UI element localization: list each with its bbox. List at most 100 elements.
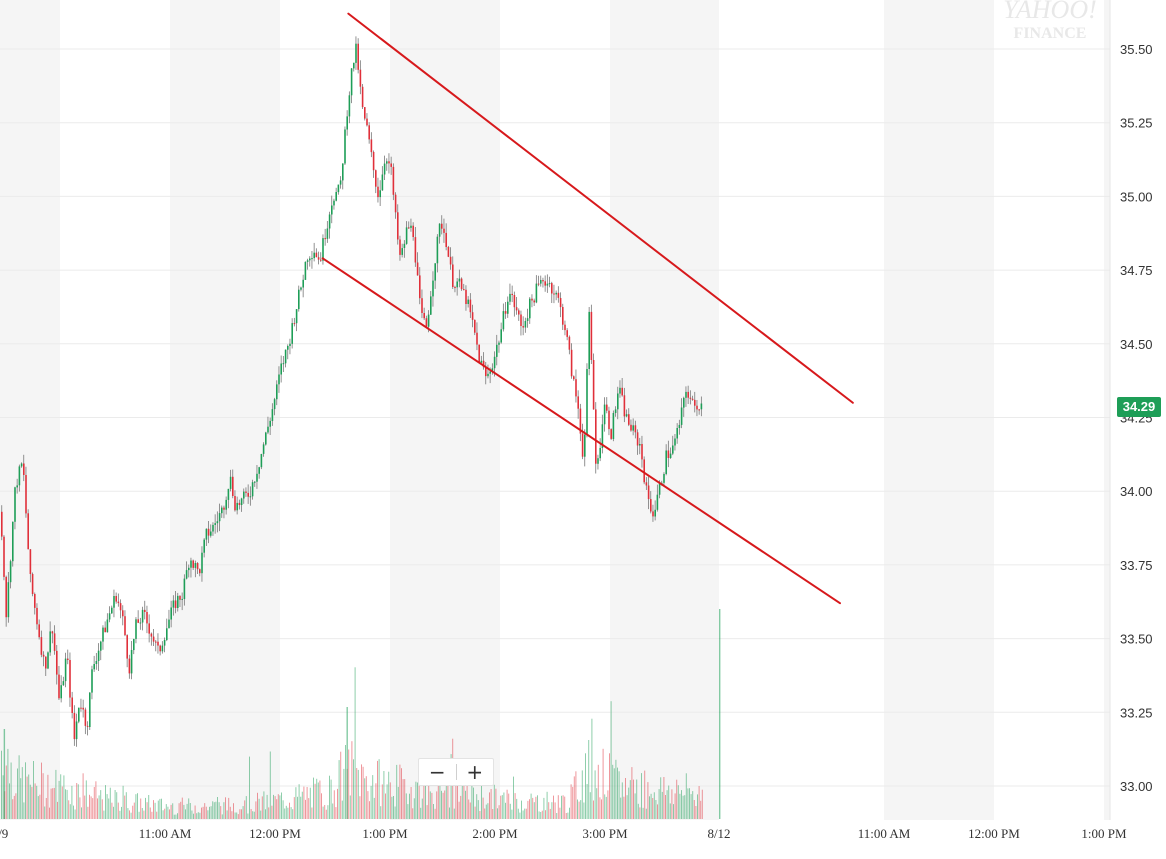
volume-bar bbox=[372, 775, 374, 819]
volume-bar bbox=[114, 790, 116, 819]
volume-bar bbox=[396, 764, 398, 819]
volume-bar bbox=[156, 811, 158, 819]
volume-bar bbox=[663, 777, 665, 819]
volume-bar bbox=[605, 796, 607, 819]
candle-body bbox=[489, 371, 491, 374]
volume-bar bbox=[669, 803, 671, 819]
volume-bar bbox=[109, 787, 111, 819]
candle-body bbox=[276, 384, 278, 400]
candle-body bbox=[324, 238, 326, 240]
volume-bar bbox=[57, 801, 58, 819]
x-tick-label: 11:00 AM bbox=[858, 826, 911, 841]
volume-bar bbox=[265, 809, 266, 819]
candle-body bbox=[419, 275, 421, 299]
candle-body bbox=[603, 404, 606, 425]
candle-body bbox=[493, 356, 496, 369]
volume-bar bbox=[506, 789, 508, 819]
candle-body bbox=[502, 311, 505, 330]
candle-body bbox=[577, 396, 579, 409]
volume-bar bbox=[76, 783, 78, 819]
volume-bar bbox=[685, 773, 687, 819]
candle-body bbox=[436, 236, 439, 264]
candle-body bbox=[29, 549, 32, 574]
volume-bar bbox=[221, 814, 223, 819]
candle-body bbox=[1, 511, 3, 537]
candle-body bbox=[100, 641, 102, 651]
volume-bar bbox=[196, 813, 198, 819]
candle-body bbox=[168, 619, 170, 629]
candle-body bbox=[478, 344, 480, 363]
candle-body bbox=[179, 595, 181, 600]
zoom-in-button[interactable]: + bbox=[466, 760, 484, 784]
volume-bar bbox=[517, 808, 519, 819]
candle-body bbox=[236, 502, 238, 511]
zoom-out-button[interactable]: − bbox=[428, 760, 446, 784]
x-tick-label: 2:00 PM bbox=[472, 826, 518, 841]
candle-body bbox=[630, 424, 632, 431]
candle-body bbox=[313, 252, 315, 259]
volume-bar bbox=[279, 795, 281, 819]
volume-bar bbox=[519, 812, 521, 819]
volume-bar bbox=[314, 783, 316, 819]
candle-body bbox=[612, 413, 615, 439]
volume-bar bbox=[557, 795, 559, 819]
candle-body bbox=[34, 594, 36, 608]
volume-bar bbox=[633, 779, 634, 819]
candle-body bbox=[166, 628, 168, 640]
candle-body bbox=[240, 498, 243, 505]
volume-bar bbox=[255, 801, 257, 819]
volume-bar bbox=[370, 785, 372, 819]
volume-bar bbox=[362, 766, 364, 819]
volume-bar bbox=[274, 796, 276, 819]
volume-bar bbox=[122, 785, 124, 819]
volume-bar bbox=[97, 798, 98, 819]
candle-body bbox=[146, 612, 148, 624]
candle-body bbox=[375, 170, 377, 187]
candle-body bbox=[243, 491, 245, 499]
candle-body bbox=[302, 279, 304, 288]
candle-body bbox=[45, 656, 47, 669]
volume-bar bbox=[613, 768, 615, 819]
volume-bar bbox=[92, 798, 94, 819]
candle-body bbox=[438, 223, 441, 237]
candle-body bbox=[498, 342, 500, 345]
volume-bar bbox=[365, 776, 367, 819]
volume-bar bbox=[95, 781, 97, 819]
volume-bar bbox=[333, 790, 335, 819]
volume-bar bbox=[173, 814, 175, 819]
volume-bar bbox=[530, 793, 532, 819]
volume-bar bbox=[153, 800, 154, 819]
volume-bar bbox=[113, 806, 114, 819]
volume-bar bbox=[133, 802, 135, 819]
candle-body bbox=[163, 640, 166, 646]
candle-body bbox=[542, 280, 544, 282]
candle-body bbox=[337, 184, 340, 193]
candle-body bbox=[674, 438, 676, 446]
y-tick-label: 35.00 bbox=[1120, 189, 1153, 204]
volume-bar bbox=[292, 809, 294, 819]
volume-bar bbox=[242, 806, 244, 819]
candle-body bbox=[73, 713, 76, 740]
volume-bar bbox=[212, 801, 214, 819]
candle-body bbox=[480, 360, 483, 363]
logo-line1: YAHOO! bbox=[1003, 0, 1097, 24]
candle-body bbox=[544, 281, 546, 286]
volume-bar bbox=[260, 810, 262, 819]
candle-body bbox=[322, 238, 324, 261]
volume-bar bbox=[137, 793, 138, 819]
candle-body bbox=[531, 298, 533, 301]
volume-bar bbox=[175, 814, 177, 819]
volume-bar bbox=[258, 798, 260, 819]
volume-bar bbox=[485, 804, 487, 819]
volume-bar bbox=[410, 787, 412, 819]
candle-body bbox=[412, 225, 414, 237]
candle-body bbox=[309, 258, 311, 261]
zoom-divider bbox=[455, 764, 457, 780]
candle-body bbox=[427, 314, 430, 327]
volume-bar bbox=[193, 813, 194, 819]
volume-bar bbox=[548, 802, 550, 819]
candle-body bbox=[401, 248, 403, 255]
volume-bar bbox=[217, 797, 218, 819]
candle-body bbox=[18, 466, 21, 486]
volume-bar bbox=[492, 809, 494, 819]
